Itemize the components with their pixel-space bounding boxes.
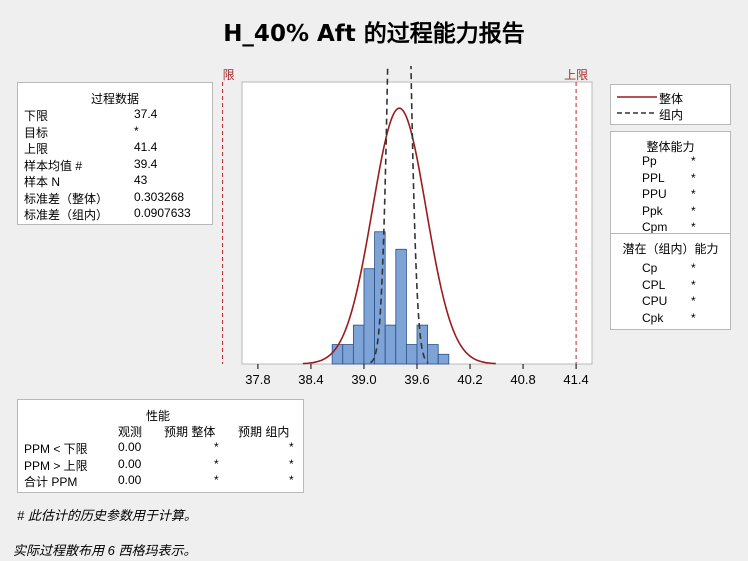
process-data-label: 下限: [24, 109, 49, 123]
performance-column-header: 预期 整体: [164, 425, 216, 439]
histogram-bar: [405, 344, 418, 365]
process-data-panel: 过程数据 下限 37.4 目标 * 上限 41.4 样本均值 # 39.4 样本 N 43 标准差（…: [17, 82, 213, 225]
usl-label: 上限: [564, 68, 588, 82]
histogram-bar: [363, 268, 375, 365]
performance-column-header: 预期 组内: [238, 425, 290, 439]
overall-capability-label: Cpm: [642, 220, 668, 234]
process-data-value: 39.4: [134, 156, 158, 171]
performance-column-header: 观测: [118, 425, 143, 439]
performance-cell: *: [289, 473, 294, 487]
six-sigma-note: 实际过程散布用 6 西格玛表示。: [13, 543, 197, 558]
process-data-label: 上限: [24, 142, 49, 156]
potential-capability-label: CPU: [642, 294, 668, 308]
performance-panel: 性能 观测 预期 整体 预期 组内 PPM < 下限 0.00 * * PPM > 上限 0.…: [17, 399, 304, 493]
potential-capability-heading: 潜在（组内）能力: [622, 242, 719, 256]
process-data-value: 0.0907633: [134, 206, 191, 220]
x-tick-label: 37.8: [245, 372, 270, 387]
overall-capability-label: Pp: [642, 154, 657, 168]
x-tick-label: 41.4: [563, 372, 588, 387]
lsl-label: 下限: [222, 68, 235, 82]
histogram-bar: [374, 231, 386, 365]
process-data-heading: 过程数据: [90, 92, 139, 106]
process-data-label: 标准差（组内）: [24, 208, 109, 222]
overall-capability-value: *: [691, 187, 696, 201]
performance-cell: 0.00: [118, 473, 142, 487]
overall-capability-value: *: [691, 220, 696, 234]
performance-row-label: PPM > 上限: [24, 458, 88, 473]
plot-area: [241, 81, 593, 365]
within-normal-curve: [370, 66, 429, 364]
legend-within-label: 组内: [659, 108, 684, 122]
capability-divider: [611, 233, 730, 234]
legend-swatches: [617, 96, 657, 114]
potential-capability-value: *: [691, 261, 696, 275]
process-data-label: 目标: [24, 125, 49, 140]
histogram-bar: [427, 344, 439, 365]
x-tick-label: 39.0: [351, 372, 376, 387]
overall-capability-label: Ppk: [642, 203, 663, 218]
performance-row-label: 合计 PPM: [24, 475, 78, 489]
performance-heading: 性能: [146, 409, 171, 423]
potential-capability-label: Cp: [642, 261, 658, 275]
x-tick-label: 38.4: [298, 372, 323, 387]
histogram-bar: [416, 324, 429, 365]
process-data-label: 标准差（整体）: [24, 191, 109, 206]
process-data-value: 0.303268: [134, 189, 185, 204]
overall-normal-curve: [302, 107, 496, 365]
legend-panel: 整体 组内: [610, 84, 731, 125]
overall-capability-label: PPL: [642, 170, 665, 185]
performance-cell: 0.00: [118, 456, 142, 471]
potential-capability-value: *: [691, 277, 696, 292]
performance-cell: *: [214, 440, 219, 454]
process-data-label: 样本 N: [24, 175, 61, 189]
process-data-value: *: [134, 123, 139, 138]
potential-capability-label: CPL: [642, 277, 666, 292]
performance-cell: *: [214, 456, 219, 471]
overall-capability-value: *: [691, 203, 696, 218]
overall-capability-value: *: [691, 170, 696, 185]
potential-capability-label: Cpk: [642, 310, 664, 325]
performance-cell: *: [214, 473, 219, 487]
overall-capability-value: *: [691, 154, 696, 168]
performance-cell: *: [289, 456, 294, 471]
chart-title: H_40% Aft 的过程能力报告: [223, 21, 525, 47]
histogram-chart: 下限 上限 37.8 38.4 39.0 39.6 40.2 40.8 41.4: [222, 66, 593, 387]
process-data-value: 41.4: [134, 140, 158, 154]
histogram-bar: [395, 248, 407, 365]
potential-capability-value: *: [691, 294, 696, 308]
potential-capability-value: *: [691, 310, 696, 325]
x-tick-label: 39.6: [404, 372, 429, 387]
histogram-bar: [384, 324, 397, 365]
histogram-bar: [342, 344, 354, 365]
histogram-bar: [437, 353, 450, 365]
performance-row-label: PPM < 下限: [24, 442, 88, 456]
overall-capability-label: PPU: [642, 187, 667, 201]
histogram-bar: [352, 324, 365, 365]
process-data-label: 样本均值 #: [24, 158, 83, 173]
x-tick-label: 40.8: [510, 372, 535, 387]
performance-cell: *: [289, 440, 294, 454]
x-tick-label: 40.2: [457, 372, 482, 387]
performance-cell: 0.00: [118, 440, 142, 454]
process-data-value: 43: [134, 173, 148, 187]
process-data-value: 37.4: [134, 107, 158, 121]
legend-overall-label: 整体: [659, 92, 684, 106]
overall-capability-heading: 整体能力: [646, 140, 695, 154]
historical-parameter-note: # 此估计的历史参数用于计算。: [17, 508, 197, 523]
capability-panel: 整体能力 Pp * PPL * PPU * Ppk * Cpm * 潜在（组内）能力 Cp * CPL…: [610, 131, 731, 330]
